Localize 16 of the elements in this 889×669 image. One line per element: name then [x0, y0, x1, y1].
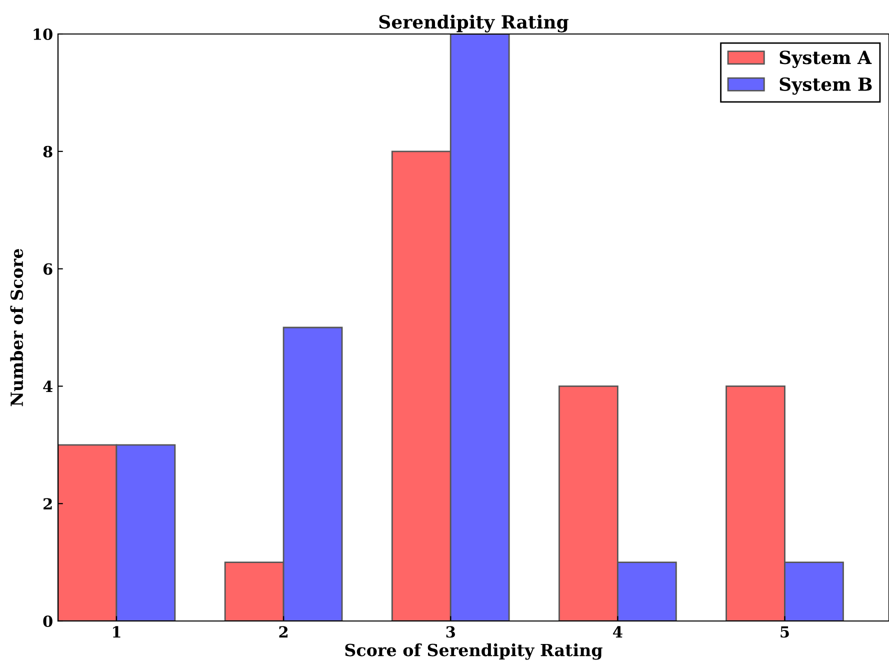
y-tick-label: 10: [34, 28, 52, 40]
y-tick-label: 4: [43, 380, 53, 392]
y-axis-title: Number of Score: [10, 248, 24, 406]
x-axis-title: Score of Serendipity Rating: [345, 643, 602, 660]
y-tick-label: 0: [43, 615, 52, 628]
y-tick-label: 8: [43, 146, 52, 158]
chart-title: Serendipity Rating: [379, 14, 568, 32]
y-tick-label: 6: [43, 263, 52, 275]
legend-label: System B: [780, 77, 872, 95]
x-tick-label: 4: [612, 626, 622, 638]
x-tick-label: 2: [279, 626, 288, 638]
x-tick-label: 1: [113, 626, 120, 638]
x-tick-label: 3: [446, 626, 455, 638]
y-tick-label: 2: [44, 498, 52, 510]
x-tick-label: 5: [780, 626, 789, 638]
legend-label: System A: [780, 50, 872, 68]
